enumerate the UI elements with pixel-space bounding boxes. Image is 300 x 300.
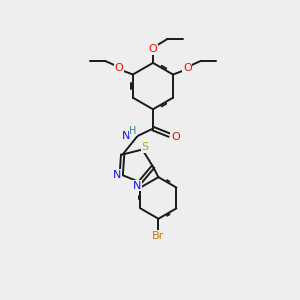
Text: O: O [171,132,180,142]
Text: O: O [114,63,123,73]
Text: N: N [122,131,130,141]
Text: O: O [148,44,157,54]
Text: O: O [183,63,192,73]
Text: Br: Br [152,231,164,241]
Text: N: N [133,181,141,191]
Text: H: H [129,126,137,136]
Text: N: N [113,170,121,180]
Text: S: S [142,142,149,152]
